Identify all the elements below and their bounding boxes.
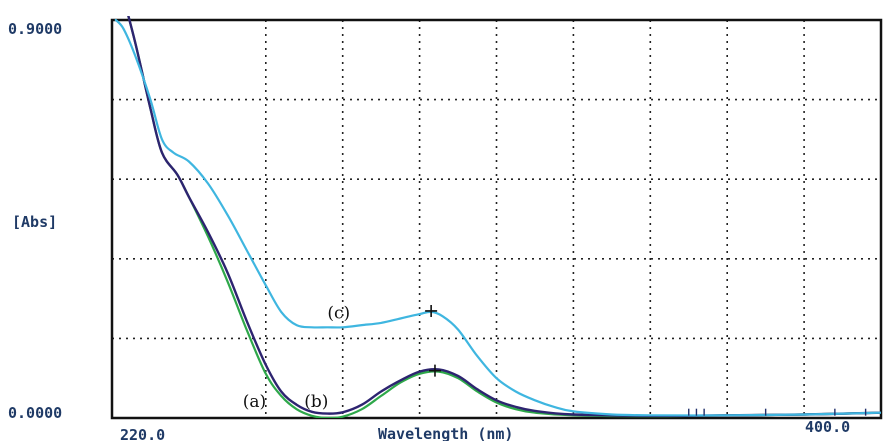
markers (425, 304, 867, 416)
peak-marker-ab (428, 364, 441, 377)
y-tick-label-min: 0.0000 (8, 404, 62, 422)
series-layer (114, 16, 881, 418)
curve-label-b: (b) (304, 392, 328, 412)
series-line-a (127, 16, 881, 418)
peak-marker-c (425, 304, 438, 317)
curve-label-c: (c) (327, 304, 350, 324)
gridlines (112, 20, 881, 418)
y-axis-label: [Abs] (12, 213, 57, 231)
x-axis-label: Wavelength (nm) (378, 425, 513, 441)
curve-label-a: (a) (243, 392, 266, 412)
x-tick-label-max: 400.0 (805, 418, 850, 436)
x-tick-label-min: 220.0 (120, 426, 165, 441)
plot-frame (110, 18, 883, 420)
series-line-c (114, 18, 881, 417)
series-line-b (127, 16, 881, 418)
y-tick-label-max: 0.9000 (8, 20, 62, 38)
